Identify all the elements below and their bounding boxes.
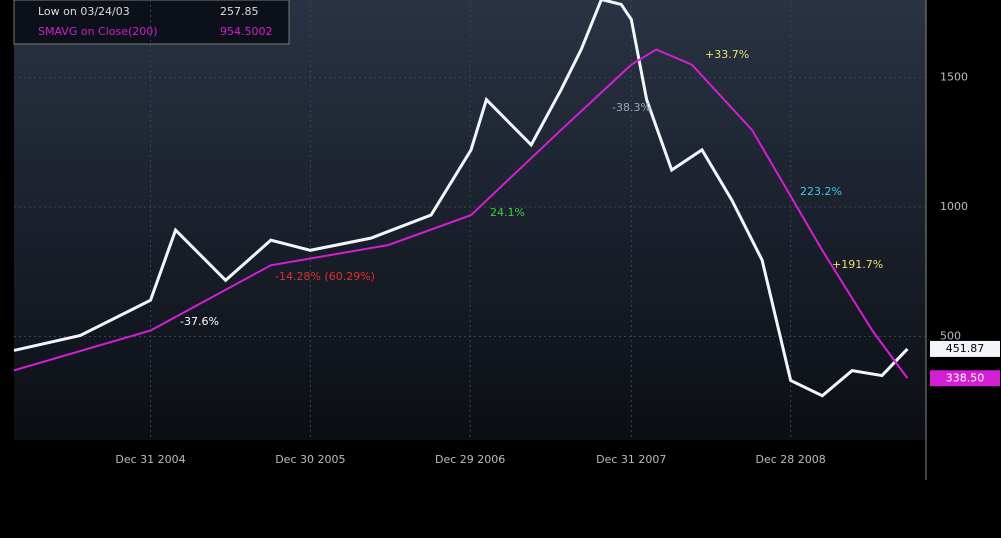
value-label: 338.50 — [946, 371, 985, 384]
annotation: -38.3% — [612, 101, 651, 114]
value-label-box — [930, 370, 1000, 387]
y-tick-label: 500 — [940, 329, 961, 342]
x-tick-label: Dec 31 2004 — [115, 453, 185, 466]
y-tick-label: 1000 — [940, 200, 968, 213]
annotation: 223.2% — [800, 185, 842, 198]
annotation: +33.7% — [705, 48, 749, 61]
annotation: -37.6% — [180, 315, 219, 328]
legend-label: Low on 03/24/03 — [38, 5, 130, 18]
legend-value: 954.5002 — [220, 25, 273, 38]
legend-label: SMAVG on Close(200) — [38, 25, 158, 38]
legend-box — [13, 0, 290, 45]
x-tick-label: Dec 29 2006 — [435, 453, 505, 466]
x-tick-label: Dec 30 2005 — [275, 453, 345, 466]
legend-value: 257.85 — [220, 5, 259, 18]
annotation: 24.1% — [490, 206, 525, 219]
x-tick-label: Dec 31 2007 — [596, 453, 666, 466]
value-label-box — [930, 340, 1000, 357]
annotation: -14.28% (60.29%) — [275, 270, 375, 283]
y-tick-label: 1500 — [940, 71, 968, 84]
annotation: +191.7% — [832, 258, 883, 271]
line — [13, 48, 909, 379]
value-label: 451.87 — [946, 342, 985, 355]
line — [13, 0, 909, 398]
x-tick-label: Dec 28 2008 — [756, 453, 826, 466]
